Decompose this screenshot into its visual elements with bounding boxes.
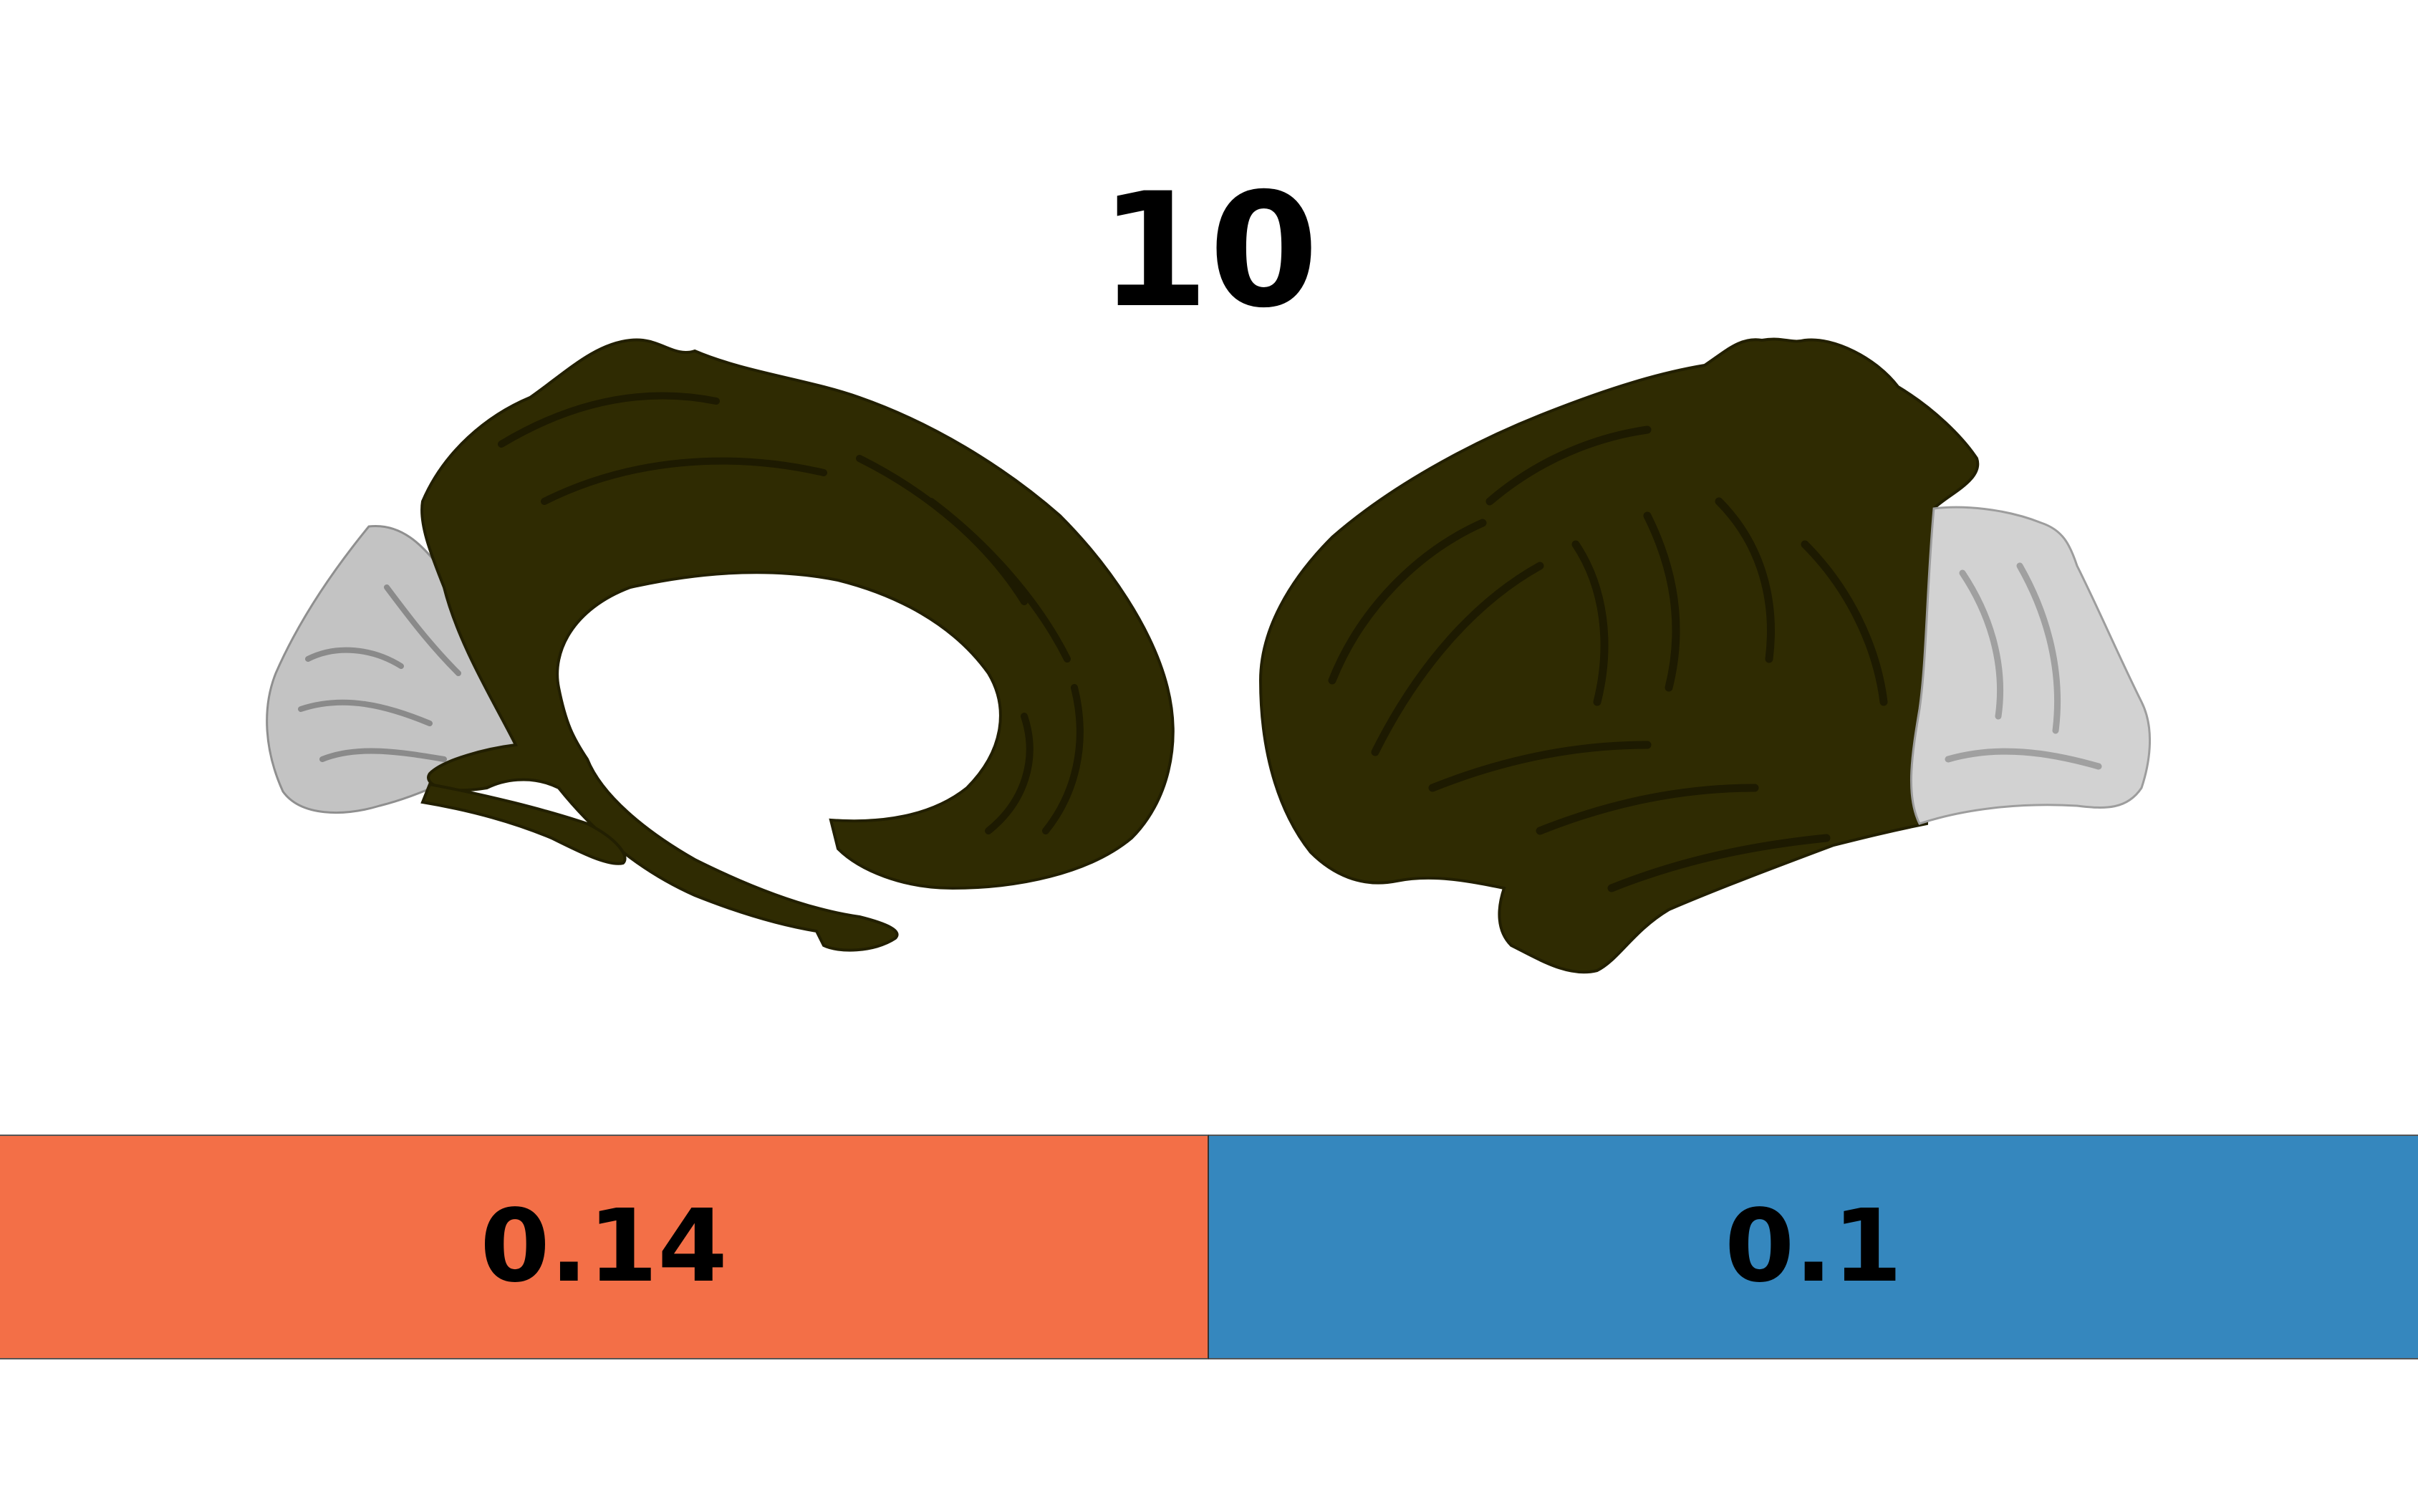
medial-sulci-texture bbox=[498, 392, 1084, 834]
lateral-sulci-texture bbox=[1328, 425, 1888, 892]
left-value-bar: 0.14 bbox=[0, 1135, 1209, 1359]
lateral-occipital-texture bbox=[1945, 562, 2102, 770]
lateral-brain-view bbox=[1258, 337, 2152, 974]
medial-temporal-strand bbox=[420, 782, 627, 865]
right-value-bar: 0.1 bbox=[1209, 1135, 2418, 1359]
medial-cortex-region bbox=[420, 338, 1175, 952]
medial-occipital-texture bbox=[298, 584, 461, 762]
right-value-label: 0.1 bbox=[1724, 1188, 1902, 1305]
brain-surface-views bbox=[266, 337, 2152, 974]
medial-brain-view bbox=[266, 338, 1175, 952]
left-value-label: 0.14 bbox=[480, 1188, 728, 1305]
figure-title: 10 bbox=[1099, 159, 1319, 342]
lateral-occipital-region bbox=[1910, 506, 2152, 825]
